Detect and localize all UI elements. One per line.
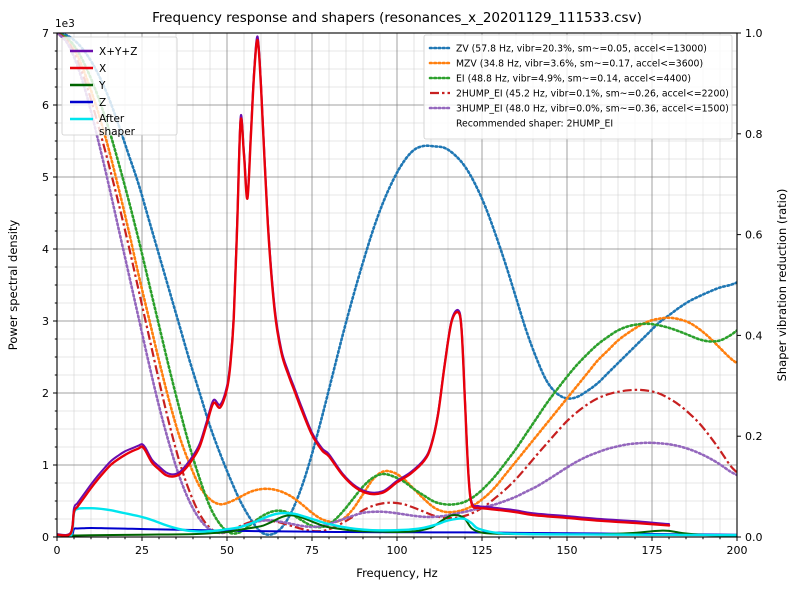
- ytick-label-6: 6: [42, 99, 49, 112]
- xtick-label-125: 125: [472, 544, 493, 557]
- ytick-label-5: 5: [42, 171, 49, 184]
- xtick-label-100: 100: [387, 544, 408, 557]
- ytick-label-2: 2: [42, 387, 49, 400]
- xtick-label-75: 75: [305, 544, 319, 557]
- legend-label-ei: EI (48.8 Hz, vibr=4.9%, sm~=0.14, accel<…: [456, 74, 691, 85]
- shaper-curve-2hump_ei: [57, 33, 737, 535]
- y2tick-label-0.6: 0.6: [745, 229, 763, 242]
- legend-label-x: X: [99, 63, 106, 75]
- ytick-label-7: 7: [42, 27, 49, 40]
- xtick-label-150: 150: [557, 544, 578, 557]
- ytick-label-0: 0: [42, 531, 49, 544]
- y2tick-label-0.2: 0.2: [745, 430, 763, 443]
- psd-curve-x: [57, 38, 671, 537]
- ytick-label-4: 4: [42, 243, 49, 256]
- legend-label-y: Y: [98, 80, 106, 92]
- xtick-label-175: 175: [642, 544, 663, 557]
- shaper-curve-zv: [57, 33, 737, 537]
- xtick-label-0: 0: [54, 544, 61, 557]
- legend-label-2hump_ei: 2HUMP_EI (45.2 Hz, vibr=0.1%, sm~=0.26, …: [456, 89, 729, 100]
- shaper-curve-3hump_ei: [57, 33, 737, 535]
- x-axis-label: Frequency, Hz: [356, 566, 437, 580]
- chart-title: Frequency response and shapers (resonanc…: [152, 10, 642, 26]
- psd-curve-y: [57, 513, 737, 537]
- recommended-shaper-label: Recommended shaper: 2HUMP_EI: [456, 119, 613, 130]
- ytick-label-3: 3: [42, 315, 49, 328]
- y2tick-label-0: 0.0: [745, 531, 763, 544]
- y-axis-exponent: 1e3: [55, 18, 75, 30]
- xtick-label-25: 25: [135, 544, 149, 557]
- psd-legend-box: [61, 36, 178, 136]
- shaper-legend-box: [423, 34, 733, 140]
- y2tick-label-1: 1.0: [745, 27, 763, 40]
- psd-curve-after-shaper: [57, 506, 737, 537]
- y2tick-label-0.4: 0.4: [745, 329, 763, 342]
- legend-label-3hump_ei: 3HUMP_EI (48.0 Hz, vibr=0.0%, sm~=0.36, …: [456, 104, 729, 115]
- legend-label-x-y-z: X+Y+Z: [99, 46, 137, 58]
- y2tick-label-0.8: 0.8: [745, 128, 763, 141]
- legend-label-mzv: MZV (34.8 Hz, vibr=3.6%, sm~=0.17, accel…: [456, 59, 703, 70]
- legend-label-z: Z: [99, 97, 106, 109]
- y2-axis-label: Shaper vibration reduction (ratio): [775, 189, 789, 382]
- legend-label-zv: ZV (57.8 Hz, vibr=20.3%, sm~=0.05, accel…: [456, 44, 707, 55]
- xtick-label-50: 50: [220, 544, 234, 557]
- ytick-label-1: 1: [42, 459, 49, 472]
- legend-label-after-shaper-1: After: [99, 113, 125, 125]
- legend-label-after-shaper-2: shaper: [99, 126, 136, 138]
- xtick-label-200: 200: [727, 544, 748, 557]
- shaper-curve-mzv: [57, 33, 737, 524]
- y-axis-label: Power spectral density: [6, 220, 20, 351]
